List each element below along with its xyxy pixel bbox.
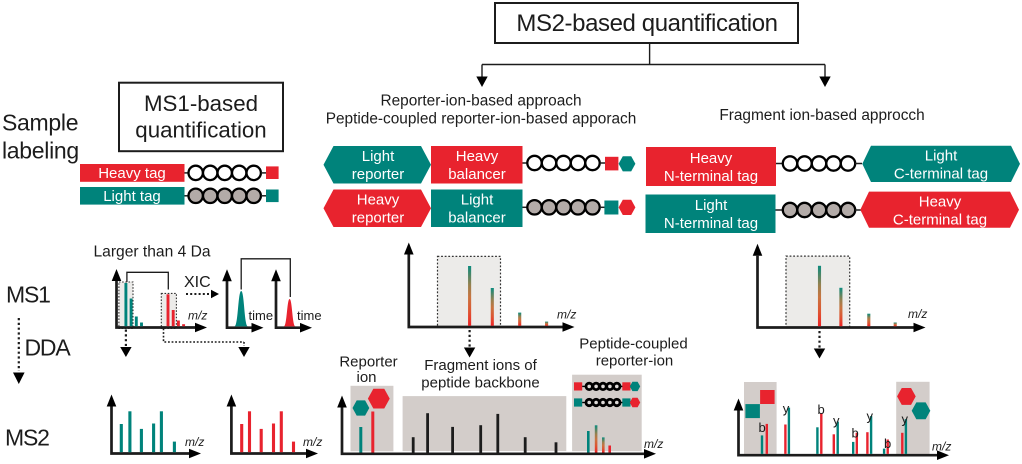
svg-text:MS2-based quantification: MS2-based quantification [516,10,777,37]
svg-text:MS1-based: MS1-based [144,91,258,116]
svg-text:y: y [783,401,790,416]
svg-text:balancer: balancer [448,166,506,183]
svg-text:b: b [852,426,859,441]
svg-text:MS2: MS2 [5,425,49,451]
svg-text:N-terminal tag: N-terminal tag [664,215,758,232]
svg-text:XIC: XIC [184,274,211,291]
svg-text:Heavy: Heavy [919,194,962,211]
svg-text:Fragment ions of: Fragment ions of [424,357,537,374]
svg-text:MS1: MS1 [6,282,50,308]
svg-text:Reporter-ion-based approach: Reporter-ion-based approach [380,92,581,109]
svg-text:Heavy: Heavy [357,192,400,209]
svg-text:labeling: labeling [2,137,79,163]
svg-text:y: y [833,413,840,428]
svg-text:m/z: m/z [644,437,663,451]
svg-text:C-terminal tag: C-terminal tag [894,166,988,183]
svg-text:m/z: m/z [557,308,576,322]
svg-text:time: time [249,308,274,323]
svg-text:time: time [297,308,322,323]
svg-text:m/z: m/z [303,435,322,449]
svg-text:y: y [902,412,909,427]
svg-text:reporter-ion: reporter-ion [596,352,674,369]
svg-text:reporter: reporter [352,166,405,183]
svg-text:peptide backbone: peptide backbone [421,375,539,392]
svg-text:Fragment ion-based approcch: Fragment ion-based approcch [719,107,924,124]
svg-text:b: b [759,420,766,435]
svg-text:Peptide-coupled: Peptide-coupled [579,336,687,353]
svg-text:Reporter: Reporter [339,354,397,371]
svg-text:Heavy tag: Heavy tag [98,165,166,182]
svg-text:m/z: m/z [932,440,951,454]
svg-text:ion: ion [356,369,376,386]
svg-text:b: b [884,436,891,451]
svg-text:b: b [818,402,825,417]
svg-text:quantification: quantification [135,118,266,143]
svg-text:Heavy: Heavy [690,150,733,167]
svg-text:Larger than 4 Da: Larger than 4 Da [94,244,211,261]
svg-text:C-terminal tag: C-terminal tag [893,212,987,229]
svg-text:Light: Light [925,148,958,165]
svg-text:Light: Light [362,148,395,165]
svg-text:Sample: Sample [2,110,78,136]
svg-text:y: y [867,409,874,424]
svg-text:DDA: DDA [25,335,72,361]
svg-text:reporter: reporter [352,210,405,227]
svg-text:N-terminal tag: N-terminal tag [664,168,758,185]
svg-text:m/z: m/z [908,307,927,321]
svg-text:Heavy: Heavy [456,148,499,165]
svg-text:balancer: balancer [448,210,506,227]
svg-text:Light: Light [695,197,728,214]
svg-text:Light: Light [461,192,494,209]
svg-text:Light tag: Light tag [103,188,161,205]
svg-text:m/z: m/z [188,309,207,323]
svg-text:Peptide-coupled reporter-ion-b: Peptide-coupled reporter-ion-based appor… [326,110,637,127]
svg-text:m/z: m/z [185,435,204,449]
